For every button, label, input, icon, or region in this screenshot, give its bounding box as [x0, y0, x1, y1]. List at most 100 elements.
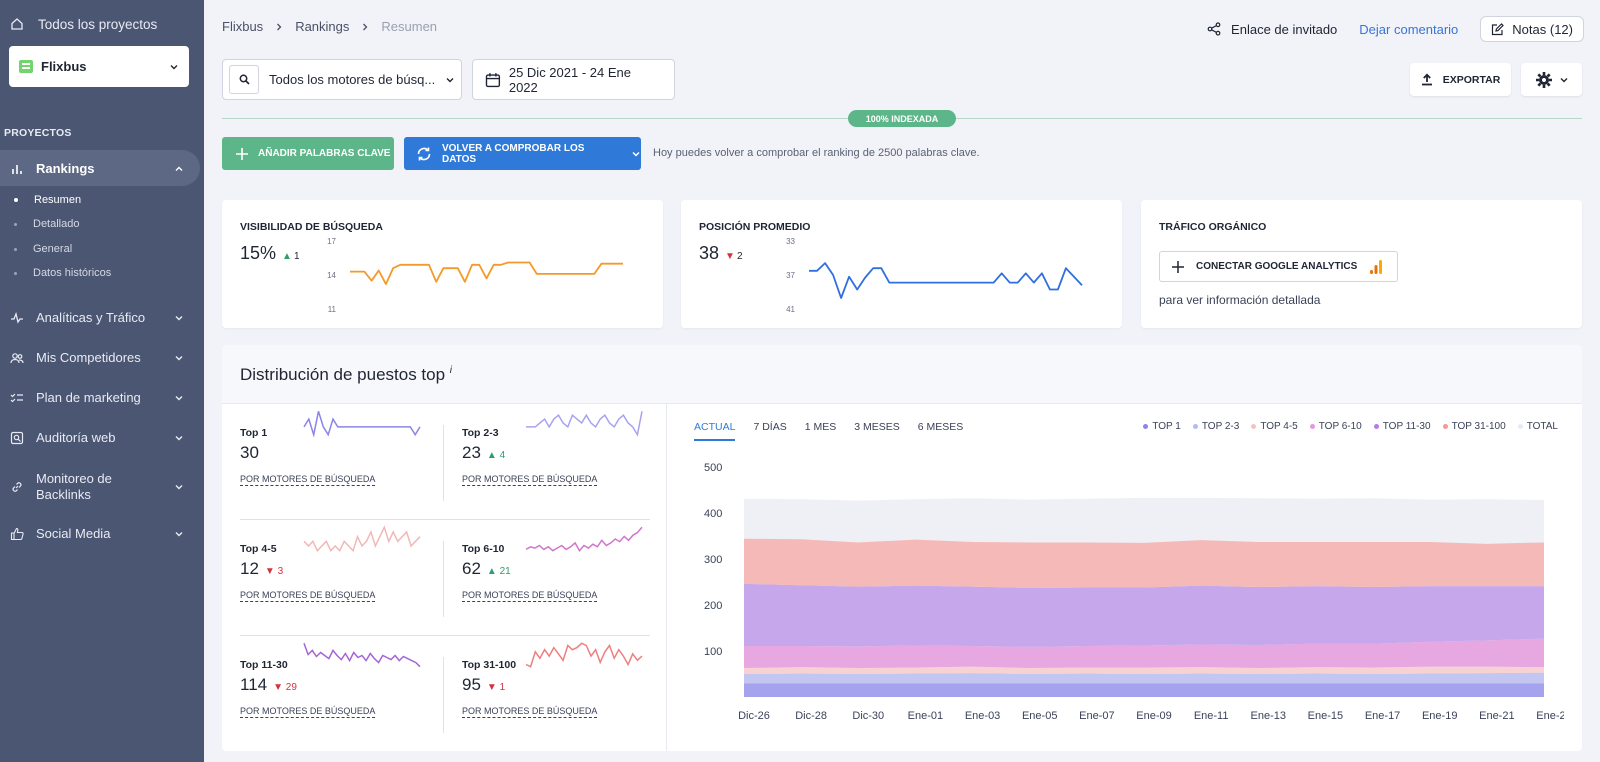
- top-count-row: 12 ▼ 3: [240, 559, 283, 579]
- sidebar-item-auditoria[interactable]: Auditoría web: [0, 428, 196, 448]
- organic-traffic-card: TRÁFICO ORGÁNICO CONECTAR GOOGLE ANALYTI…: [1141, 200, 1582, 328]
- y-tick-label: 300: [704, 554, 722, 566]
- top-distribution-panel: Distribución de puestos top i Top 1 30 POR…: [222, 345, 1582, 751]
- legend-item[interactable]: TOP 11-30: [1373, 421, 1431, 432]
- by-search-engine-link[interactable]: POR MOTORES DE BÚSQUEDA: [462, 590, 598, 602]
- divider: [240, 635, 650, 636]
- y-tick-label: 100: [704, 646, 722, 658]
- connect-google-analytics-button[interactable]: CONECTAR GOOGLE ANALYTICS: [1159, 251, 1398, 282]
- sub-label: Resumen: [34, 194, 82, 206]
- chevron-down-icon: [632, 151, 640, 157]
- by-search-engine-link[interactable]: POR MOTORES DE BÚSQUEDA: [240, 706, 376, 718]
- date-range-value: 25 Dic 2021 - 24 Ene 2022: [508, 64, 631, 95]
- by-search-engine-link[interactable]: POR MOTORES DE BÚSQUEDA: [462, 706, 598, 718]
- gear-icon: [1535, 71, 1552, 88]
- chevron-down-icon: [175, 436, 183, 441]
- leave-comment-link[interactable]: Dejar comentario: [1359, 21, 1459, 37]
- legend-item[interactable]: TOP 6-10: [1309, 421, 1362, 432]
- x-tick-label: Ene-19: [1422, 710, 1457, 722]
- google-analytics-icon: [1370, 259, 1383, 274]
- search-engine-select[interactable]: Todos los motores de búsq...: [222, 59, 462, 100]
- legend-item[interactable]: TOP 1: [1143, 421, 1181, 432]
- x-tick-label: Ene-03: [965, 710, 1000, 722]
- by-search-engine-link[interactable]: POR MOTORES DE BÚSQUEDA: [240, 590, 376, 602]
- notes-button[interactable]: Notas (12): [1480, 16, 1584, 42]
- sidebar-sub-resumen[interactable]: Resumen: [14, 194, 81, 206]
- link-icon: [12, 482, 22, 492]
- by-search-engine-link[interactable]: POR MOTORES DE BÚSQUEDA: [240, 474, 376, 486]
- project-selector[interactable]: Flixbus: [9, 46, 189, 87]
- chevron-down-icon: [175, 396, 183, 401]
- delta-down: ▼ 3: [264, 566, 284, 577]
- sparkline-path: [809, 262, 1083, 299]
- top-count-value: 30: [240, 443, 259, 462]
- all-projects-link[interactable]: Todos los proyectos: [10, 12, 157, 36]
- sidebar-item-label: Analíticas y Tráfico: [36, 310, 146, 325]
- thumbs-up-icon: [10, 527, 24, 541]
- top-sparkline: [303, 411, 421, 438]
- chevron-right-icon: [363, 23, 368, 30]
- active-nav-highlight: [0, 150, 200, 186]
- legend-item[interactable]: TOTAL: [1517, 421, 1558, 432]
- axis-tick-label: 11: [328, 305, 337, 314]
- legend-label: TOP 4-5: [1260, 421, 1298, 432]
- area-top-11-30: [744, 583, 1544, 647]
- divider: [443, 541, 444, 617]
- area-top-6-10: [744, 638, 1544, 669]
- delta-up-icon: ▲: [282, 251, 292, 262]
- indexed-badge: 100% INDEXADA: [848, 110, 956, 127]
- sidebar-sub-datos-historicos[interactable]: Datos históricos: [14, 267, 111, 279]
- distribution-header: Distribución de puestos top i: [222, 345, 1582, 404]
- tab-1-mes[interactable]: 1 MES: [804, 421, 837, 433]
- add-keywords-button[interactable]: AÑADIR PALABRAS CLAVE: [222, 137, 394, 170]
- sparkline-path: [303, 643, 421, 668]
- sidebar-sub-detallado[interactable]: Detallado: [14, 218, 79, 230]
- legend-item[interactable]: TOP 2-3: [1192, 421, 1240, 432]
- legend-dot: [1192, 424, 1198, 429]
- delta-up: ▲ 21: [486, 566, 511, 577]
- settings-button[interactable]: [1521, 63, 1582, 96]
- recheck-label: VOLVER A COMPROBAR LOS DATOS: [441, 142, 585, 165]
- tab-3-meses[interactable]: 3 MESES: [854, 421, 900, 433]
- search-engine-value: Todos los motores de búsq...: [269, 72, 435, 87]
- sidebar-item-backlinks[interactable]: Monitoreo de Backlinks: [0, 470, 196, 504]
- search-icon-box: [229, 65, 259, 94]
- calendar-icon: [485, 72, 501, 87]
- sparkline-path: [303, 525, 421, 553]
- sidebar-item-social-media[interactable]: Social Media: [0, 524, 196, 544]
- sidebar-item-plan-marketing[interactable]: Plan de marketing: [0, 388, 196, 408]
- sidebar-item-competidores[interactable]: Mis Competidores: [0, 348, 196, 368]
- tab-6-meses[interactable]: 6 MESES: [917, 421, 964, 433]
- date-range-picker[interactable]: 25 Dic 2021 - 24 Ene 2022: [472, 59, 675, 100]
- export-button[interactable]: EXPORTAR: [1410, 63, 1511, 96]
- legend-item[interactable]: TOP 31-100: [1442, 421, 1506, 432]
- sidebar-item-rankings[interactable]: Rankings: [0, 159, 196, 179]
- legend-item[interactable]: TOP 4-5: [1251, 421, 1298, 432]
- sidebar-item-analiticas[interactable]: Analíticas y Tráfico: [0, 308, 196, 328]
- sidebar-item-label: Plan de marketing: [36, 390, 141, 405]
- position-value-row: 38 ▼ 2: [699, 243, 743, 264]
- sidebar-sub-general[interactable]: General: [14, 243, 72, 255]
- tab-actual[interactable]: ACTUAL: [694, 421, 736, 441]
- axis-tick-label: 33: [786, 237, 795, 246]
- bar-chart-icon: [12, 165, 22, 174]
- info-icon[interactable]: i: [449, 365, 453, 376]
- chevron-right-icon: [277, 23, 282, 30]
- breadcrumb-flixbus[interactable]: Flixbus: [222, 19, 264, 34]
- home-icon: [11, 18, 23, 30]
- guest-link-button[interactable]: Enlace de invitado: [1207, 22, 1337, 37]
- chart-legend: TOP 1 TOP 2-3 TOP 4-5 TOP 6-10 TOP 11-30 TOP …: [1143, 421, 1558, 432]
- recheck-data-button[interactable]: VOLVER A COMPROBAR LOS DATOS: [404, 137, 641, 170]
- x-tick-label: Ene-17: [1365, 710, 1400, 722]
- top-range-label: Top 11-30: [240, 659, 288, 671]
- by-search-engine-link[interactable]: POR MOTORES DE BÚSQUEDA: [462, 474, 598, 486]
- breadcrumb-rankings[interactable]: Rankings: [295, 19, 350, 34]
- chevron-down-icon: [175, 485, 183, 490]
- x-tick-label: Ene-09: [1136, 710, 1171, 722]
- top-range-label: Top 2-3: [462, 427, 499, 439]
- legend-label: TOP 11-30: [1382, 421, 1431, 432]
- legend-label: TOP 2-3: [1201, 421, 1240, 432]
- legend-dot: [1143, 424, 1149, 429]
- legend-label: TOP 6-10: [1318, 421, 1362, 432]
- tab-7-dias[interactable]: 7 DÍAS: [753, 421, 787, 433]
